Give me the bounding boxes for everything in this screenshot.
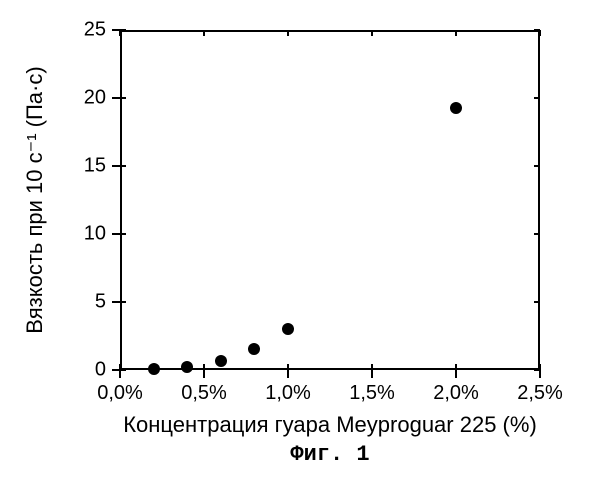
y-tick-label: 15 — [76, 155, 106, 178]
x-tick — [371, 30, 373, 36]
x-tick-label: 1,5% — [349, 382, 395, 405]
x-tick — [371, 370, 373, 378]
x-tick — [203, 370, 205, 378]
x-tick-label: 2,0% — [433, 382, 479, 405]
data-point — [450, 102, 462, 114]
y-tick — [112, 29, 120, 31]
data-point — [181, 361, 193, 373]
y-tick-label: 0 — [76, 359, 106, 382]
y-tick — [112, 369, 120, 371]
x-tick — [371, 364, 373, 370]
figure-container: Вязкость при 10 с⁻¹ (Па·с) Концентрация … — [0, 0, 596, 500]
y-tick — [534, 301, 540, 303]
figure-caption: Фиг. 1 — [290, 442, 369, 467]
y-tick — [534, 369, 540, 371]
x-tick — [203, 30, 205, 36]
x-tick — [119, 370, 121, 378]
y-tick — [534, 97, 540, 99]
x-tick-label: 1,0% — [265, 382, 311, 405]
x-tick — [455, 30, 457, 36]
y-axis-label: Вязкость при 10 с⁻¹ (Па·с) — [22, 66, 48, 333]
y-tick — [120, 29, 126, 31]
x-tick-label: 0,0% — [97, 382, 143, 405]
y-tick — [534, 233, 540, 235]
plot-area — [120, 30, 540, 370]
x-axis-label: Концентрация гуара Meyproguar 225 (%) — [123, 412, 537, 438]
y-tick-label: 25 — [76, 19, 106, 42]
y-tick-label: 5 — [76, 291, 106, 314]
y-tick-label: 20 — [76, 87, 106, 110]
y-tick — [534, 165, 540, 167]
x-tick — [287, 364, 289, 370]
y-tick — [120, 97, 126, 99]
y-tick — [534, 29, 540, 31]
y-tick — [120, 301, 126, 303]
y-tick-label: 10 — [76, 223, 106, 246]
y-tick — [112, 165, 120, 167]
x-tick — [287, 30, 289, 36]
data-point — [282, 323, 294, 335]
y-tick — [120, 233, 126, 235]
y-tick — [112, 97, 120, 99]
x-tick — [539, 370, 541, 378]
x-tick — [287, 370, 289, 378]
y-tick — [112, 233, 120, 235]
x-tick-label: 2,5% — [517, 382, 563, 405]
y-tick — [120, 369, 126, 371]
x-tick-label: 0,5% — [181, 382, 227, 405]
y-tick — [112, 301, 120, 303]
x-tick — [203, 364, 205, 370]
y-tick — [120, 165, 126, 167]
data-point — [148, 363, 160, 375]
data-point — [248, 343, 260, 355]
x-tick — [455, 370, 457, 378]
data-point — [215, 355, 227, 367]
x-tick — [455, 364, 457, 370]
